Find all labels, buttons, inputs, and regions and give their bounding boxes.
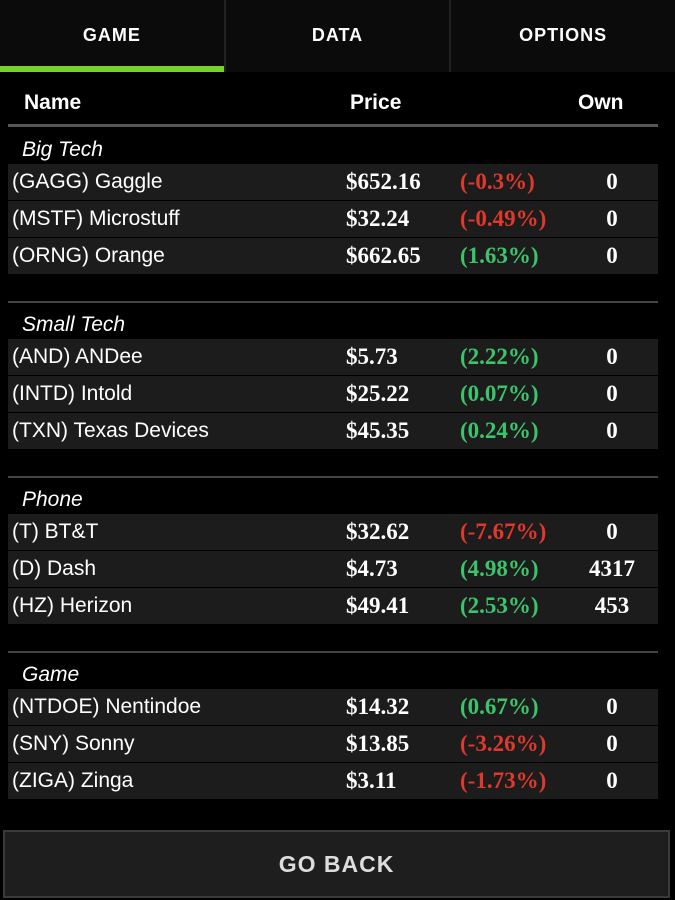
stock-change: (0.07%) bbox=[460, 381, 539, 406]
stock-change: (4.98%) bbox=[460, 556, 539, 581]
stock-name: (MSTF) Microstuff bbox=[12, 207, 180, 230]
stock-name: (ZIGA) Zinga bbox=[12, 769, 134, 792]
stock-price: $25.22 bbox=[346, 381, 410, 406]
stock-group: Game (NTDOE) Nentindoe $14.32 (0.67%) 0 (SNY)… bbox=[8, 653, 658, 826]
stock-change: (-3.26%) bbox=[460, 731, 547, 756]
stock-price: $5.73 bbox=[346, 344, 398, 369]
stock-change: (-1.73%) bbox=[460, 768, 547, 793]
stock-row[interactable]: (TXN) Texas Devices $45.35 (0.24%) 0 bbox=[8, 413, 658, 449]
group-label: Game bbox=[22, 663, 80, 686]
stock-price: $45.35 bbox=[346, 418, 410, 443]
tab[interactable]: OPTIONS bbox=[519, 25, 608, 45]
stock-price: $14.32 bbox=[346, 694, 410, 719]
stock-owned: 0 bbox=[606, 694, 618, 719]
tab[interactable]: DATA bbox=[226, 0, 452, 72]
stock-name: (AND) ANDee bbox=[12, 345, 143, 368]
stock-name: (GAGG) Gaggle bbox=[12, 170, 163, 193]
stock-price: $662.65 bbox=[346, 243, 421, 268]
stock-name: (TXN) Texas Devices bbox=[12, 419, 209, 442]
stock-name: (ORNG) Orange bbox=[12, 244, 165, 267]
stock-row[interactable]: (HZ) Herizon $49.41 (2.53%) 453 bbox=[8, 588, 658, 624]
stock-row[interactable]: (MSTF) Microstuff $32.24 (-0.49%) 0 bbox=[8, 201, 658, 237]
stock-group: Big Tech (GAGG) Gaggle $652.16 (-0.3%) 0 (MST… bbox=[8, 128, 658, 303]
stock-owned: 0 bbox=[606, 169, 618, 194]
header-own: Own bbox=[578, 91, 624, 114]
stock-change: (-0.3%) bbox=[460, 169, 535, 194]
stock-change: (1.63%) bbox=[460, 243, 539, 268]
stock-owned: 0 bbox=[606, 418, 618, 443]
stock-row[interactable]: (T) BT&T $32.62 (-7.67%) 0 bbox=[8, 514, 658, 550]
stock-price: $13.85 bbox=[346, 731, 410, 756]
stock-price: $32.24 bbox=[346, 206, 410, 231]
stock-row[interactable]: (SNY) Sonny $13.85 (-3.26%) 0 bbox=[8, 726, 658, 762]
stock-row[interactable]: (AND) ANDee $5.73 (2.22%) 0 bbox=[8, 339, 658, 375]
stock-change: (2.22%) bbox=[460, 344, 539, 369]
stock-owned: 0 bbox=[606, 519, 618, 544]
stock-change: (0.67%) bbox=[460, 694, 539, 719]
stock-price: $32.62 bbox=[346, 519, 410, 544]
stock-change: (-7.67%) bbox=[460, 519, 547, 544]
stock-change: (2.53%) bbox=[460, 593, 539, 618]
stock-row[interactable]: (D) Dash $4.73 (4.98%) 4317 bbox=[8, 551, 658, 587]
header-name: Name bbox=[24, 91, 82, 114]
stock-price: $652.16 bbox=[346, 169, 421, 194]
stock-name: (D) Dash bbox=[12, 557, 97, 580]
stock-price: $49.41 bbox=[346, 593, 410, 618]
stock-owned: 0 bbox=[606, 344, 618, 369]
group-label: Phone bbox=[22, 488, 83, 511]
stock-owned: 0 bbox=[606, 768, 618, 793]
stock-owned: 0 bbox=[606, 381, 618, 406]
stock-owned: 4317 bbox=[589, 556, 635, 581]
stock-owned: 0 bbox=[606, 206, 618, 231]
stock-owned: 0 bbox=[606, 731, 618, 756]
stock-owned: 453 bbox=[594, 593, 630, 618]
stock-group: Small Tech (AND) ANDee $5.73 (2.22%) 0 (INTD)… bbox=[8, 303, 658, 478]
stock-list: Big Tech (GAGG) Gaggle $652.16 (-0.3%) 0 (MST… bbox=[0, 128, 675, 826]
stock-name: (NTDOE) Nentindoe bbox=[12, 695, 202, 718]
stock-change: (-0.49%) bbox=[460, 206, 547, 231]
go-back-button[interactable]: GO BACK bbox=[3, 830, 670, 898]
stock-price: $4.73 bbox=[346, 556, 398, 581]
header-price: Price bbox=[350, 91, 402, 114]
stock-change: (0.24%) bbox=[460, 418, 539, 443]
stock-row[interactable]: (ORNG) Orange $662.65 (1.63%) 0 bbox=[8, 238, 658, 274]
group-label: Big Tech bbox=[22, 138, 103, 161]
stock-row[interactable]: (NTDOE) Nentindoe $14.32 (0.67%) 0 bbox=[8, 689, 658, 725]
stock-name: (INTD) Intold bbox=[12, 382, 133, 405]
stock-row[interactable]: (ZIGA) Zinga $3.11 (-1.73%) 0 bbox=[8, 763, 658, 799]
stock-owned: 0 bbox=[606, 243, 618, 268]
stock-name: (T) BT&T bbox=[12, 520, 99, 543]
stock-name: (HZ) Herizon bbox=[12, 594, 133, 617]
table-header: Name Price Own bbox=[8, 86, 658, 127]
tab[interactable]: GAME bbox=[0, 0, 226, 72]
tab-bar: GAME DATA OPTIONS bbox=[0, 0, 675, 72]
stock-row[interactable]: (GAGG) Gaggle $652.16 (-0.3%) 0 bbox=[8, 164, 658, 200]
stock-row[interactable]: (INTD) Intold $25.22 (0.07%) 0 bbox=[8, 376, 658, 412]
stock-group: Phone (T) BT&T $32.62 (-7.67%) 0 (D) Dash $4.7… bbox=[8, 478, 658, 653]
group-label: Small Tech bbox=[22, 313, 126, 336]
stock-price: $3.11 bbox=[346, 768, 397, 793]
stock-name: (SNY) Sonny bbox=[12, 732, 135, 755]
